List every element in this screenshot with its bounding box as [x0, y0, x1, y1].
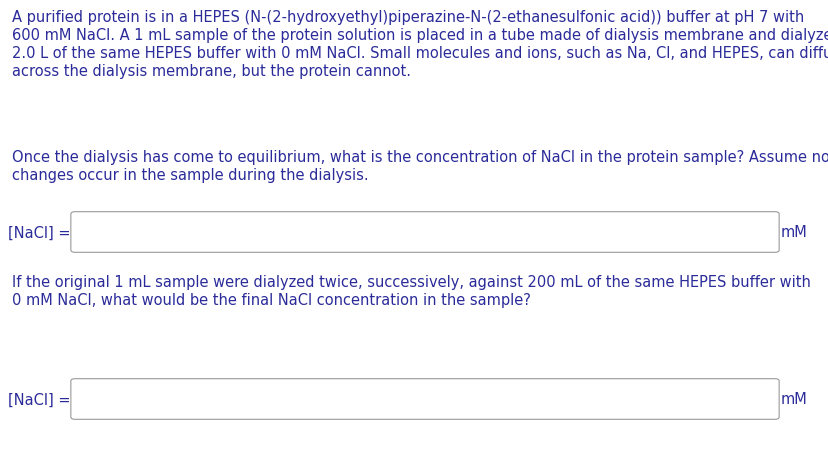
Text: Once the dialysis has come to equilibrium, what is the concentration of NaCl in : Once the dialysis has come to equilibriu… [12, 150, 828, 165]
Text: [NaCl] =: [NaCl] = [8, 392, 71, 407]
Text: mM: mM [780, 392, 806, 407]
Text: A purified protein is in a HEPES (N-(2-hydroxyethyl)piperazine-N-(2-ethanesulfon: A purified protein is in a HEPES (N-(2-h… [12, 10, 803, 25]
Text: 2.0 L of the same HEPES buffer with 0 mM NaCl. Small molecules and ions, such as: 2.0 L of the same HEPES buffer with 0 mM… [12, 46, 828, 61]
Text: If the original 1 mL sample were dialyzed twice, successively, against 200 mL of: If the original 1 mL sample were dialyze… [12, 274, 810, 289]
Text: mM: mM [780, 225, 806, 240]
Text: 0 mM NaCl, what would be the final NaCl concentration in the sample?: 0 mM NaCl, what would be the final NaCl … [12, 292, 530, 308]
Text: 600 mM NaCl. A 1 mL sample of the protein solution is placed in a tube made of d: 600 mM NaCl. A 1 mL sample of the protei… [12, 28, 828, 43]
Text: across the dialysis membrane, but the protein cannot.: across the dialysis membrane, but the pr… [12, 64, 411, 79]
Text: changes occur in the sample during the dialysis.: changes occur in the sample during the d… [12, 168, 368, 183]
Text: [NaCl] =: [NaCl] = [8, 225, 71, 240]
